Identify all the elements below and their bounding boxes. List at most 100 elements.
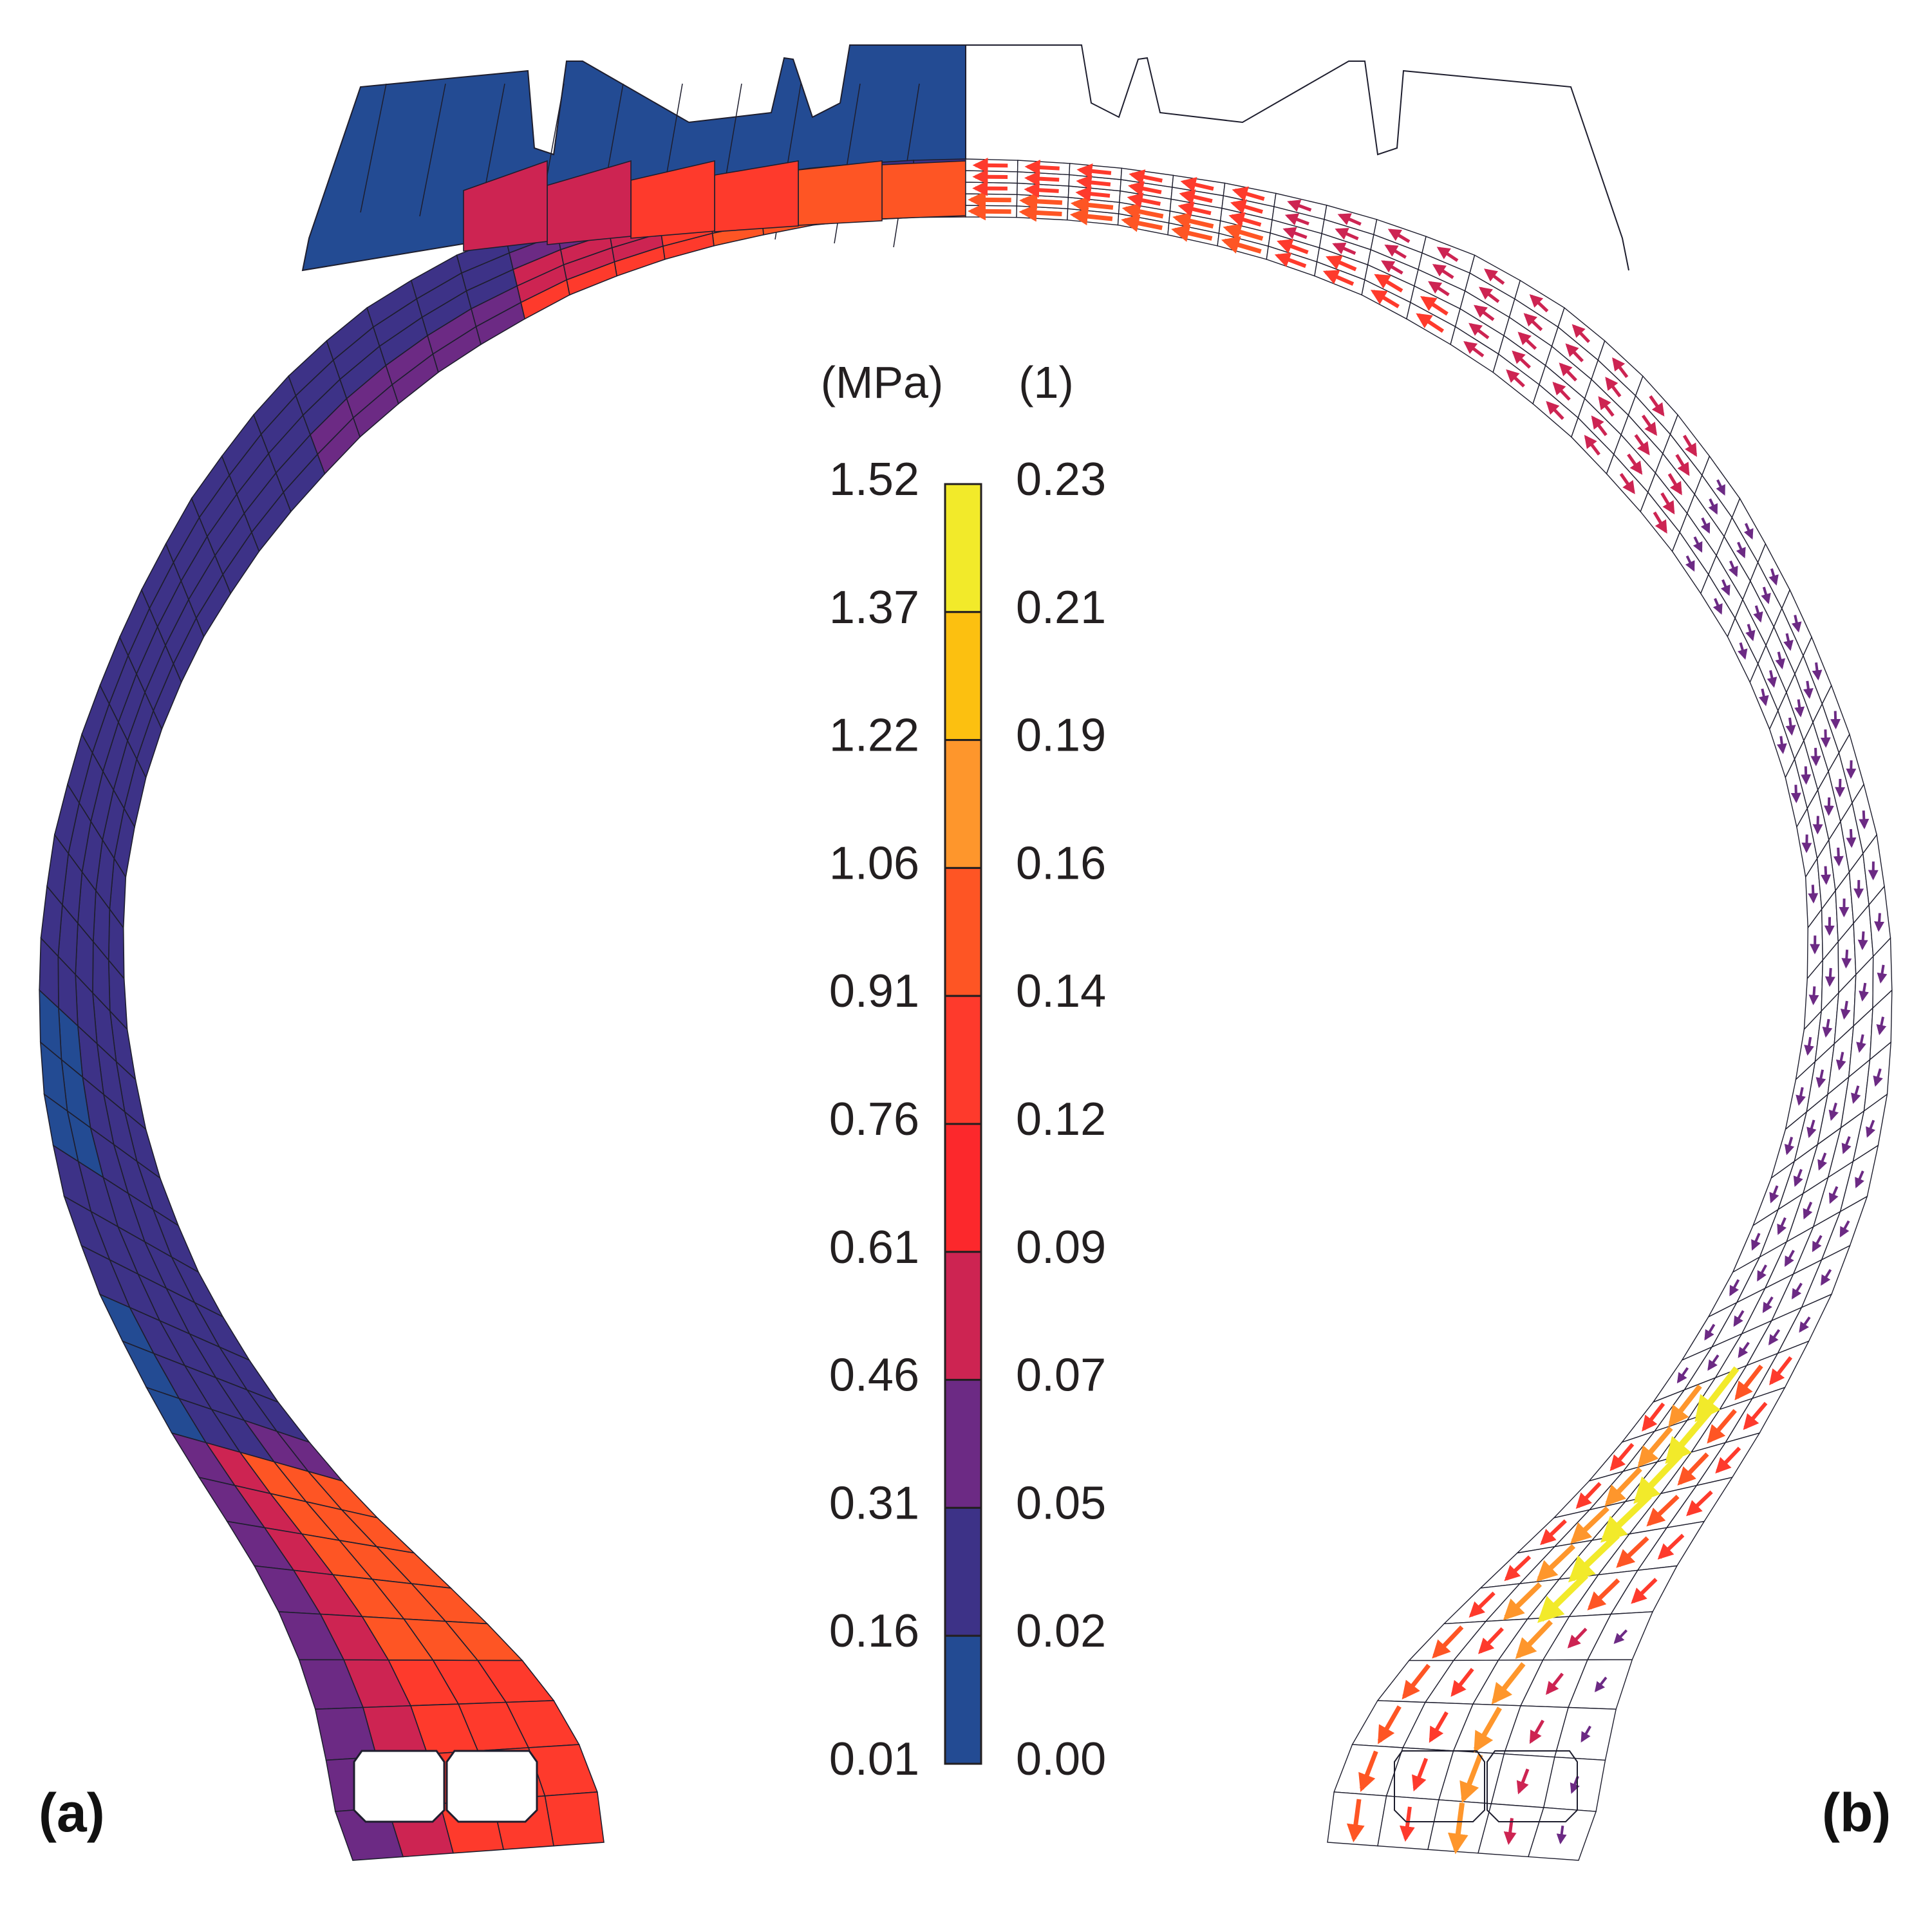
vector-arrow bbox=[1642, 1402, 1665, 1432]
colorbar: 1.52 0.23 1.37 0.21 1.22 0.19 1.06 0.16 0.91 0.14… bbox=[829, 454, 1106, 1785]
vector-arrow bbox=[1676, 1367, 1689, 1384]
vector-arrow bbox=[1447, 1802, 1468, 1855]
vector-arrow bbox=[1729, 1279, 1740, 1296]
vector-arrow bbox=[1675, 454, 1690, 476]
vector-arrow bbox=[1801, 834, 1812, 854]
vector-arrow bbox=[1121, 214, 1163, 232]
vector-arrow bbox=[1337, 213, 1362, 226]
vector-arrow bbox=[1769, 1185, 1779, 1204]
vector-arrow bbox=[1567, 1627, 1588, 1649]
vector-arrow bbox=[1762, 1296, 1774, 1313]
colorbar-band bbox=[944, 1379, 982, 1509]
vector-arrow bbox=[1841, 949, 1852, 969]
vector-arrow bbox=[1559, 362, 1577, 382]
vector-arrow bbox=[1076, 174, 1111, 191]
vector-arrow bbox=[1708, 498, 1718, 515]
vector-arrow bbox=[1358, 1750, 1378, 1792]
vector-arrow bbox=[1707, 1354, 1720, 1371]
vector-arrow bbox=[1720, 579, 1730, 596]
vector-arrow bbox=[1420, 295, 1449, 316]
vector-arrow bbox=[1616, 1536, 1649, 1568]
vector-arrow bbox=[1491, 1662, 1526, 1705]
vector-arrow bbox=[1738, 1342, 1750, 1358]
vector-arrow bbox=[1506, 369, 1525, 388]
vector-arrow bbox=[1277, 239, 1309, 254]
vector-arrow bbox=[1634, 434, 1650, 456]
vector-arrow bbox=[1571, 324, 1591, 343]
colorbar-left-tick: 0.76 bbox=[829, 1094, 919, 1145]
vector-arrow bbox=[1649, 395, 1665, 416]
vector-arrow bbox=[1428, 281, 1450, 297]
crown-cell bbox=[714, 160, 799, 232]
colorbar-band bbox=[944, 1123, 982, 1253]
vector-arrow bbox=[1221, 236, 1262, 254]
colorbar-left-tick: 0.01 bbox=[829, 1734, 919, 1785]
vector-arrow bbox=[1171, 224, 1213, 242]
vector-arrow bbox=[1335, 228, 1359, 241]
vector-arrow bbox=[1812, 662, 1823, 681]
panel-b-label: (b) bbox=[1822, 1782, 1891, 1843]
colorbar-band bbox=[944, 739, 982, 869]
vector-arrow bbox=[1459, 1753, 1483, 1804]
vector-arrow bbox=[1076, 163, 1112, 179]
vector-arrow bbox=[1232, 186, 1265, 201]
vector-arrow bbox=[1384, 244, 1407, 259]
vector-arrow bbox=[1734, 1364, 1763, 1401]
vector-arrow bbox=[1833, 847, 1844, 866]
vector-arrow bbox=[1793, 1168, 1803, 1187]
vector-arrow bbox=[1693, 536, 1703, 553]
vector-arrow bbox=[1815, 1069, 1826, 1089]
vector-arrow bbox=[1584, 435, 1600, 456]
vector-arrow bbox=[1874, 913, 1885, 932]
vector-arrow bbox=[1180, 177, 1214, 192]
vector-arrow bbox=[1598, 396, 1615, 417]
vector-arrow bbox=[1775, 651, 1786, 669]
vector-arrow bbox=[1529, 294, 1549, 313]
vector-arrow bbox=[1600, 1493, 1652, 1543]
vector-arrow bbox=[1377, 1705, 1402, 1744]
vector-arrow bbox=[1565, 343, 1584, 362]
vector-arrow bbox=[1024, 171, 1060, 187]
vector-arrow bbox=[1810, 747, 1821, 767]
vector-arrow bbox=[1784, 1136, 1795, 1155]
vector-arrow bbox=[1332, 242, 1356, 255]
vector-arrow bbox=[1284, 213, 1309, 226]
vector-arrow bbox=[1381, 260, 1403, 275]
vector-arrow bbox=[1024, 182, 1059, 198]
vector-arrow bbox=[1477, 1627, 1504, 1654]
vector-arrow bbox=[1172, 212, 1214, 230]
vector-arrow bbox=[1613, 1629, 1628, 1644]
vector-arrow bbox=[1877, 964, 1888, 984]
vector-arrow bbox=[1768, 568, 1779, 586]
vector-arrow bbox=[1546, 400, 1564, 420]
vector-arrow bbox=[1851, 1085, 1861, 1104]
vector-arrow bbox=[1835, 1051, 1846, 1071]
vector-arrow bbox=[1777, 1217, 1787, 1235]
colorbar-right-tick: 0.02 bbox=[1016, 1605, 1106, 1657]
vector-arrow bbox=[1474, 1706, 1502, 1753]
vector-arrow bbox=[1432, 1625, 1464, 1659]
vector-arrow bbox=[1821, 1269, 1832, 1286]
colorbar-right-tick: 0.23 bbox=[1016, 454, 1106, 505]
vector-arrow bbox=[1484, 268, 1505, 285]
vector-arrow bbox=[1817, 1152, 1828, 1171]
vector-arrow bbox=[1540, 1519, 1567, 1546]
vector-arrow bbox=[1757, 1264, 1767, 1282]
tread-mesh-line bbox=[419, 83, 446, 217]
panel-b-vector-plot bbox=[965, 44, 1893, 1861]
vector-arrow bbox=[1794, 699, 1805, 718]
vector-arrow bbox=[1274, 252, 1307, 268]
bead-wire-hole bbox=[353, 1750, 445, 1823]
colorbar-right-unit: (1) bbox=[1018, 357, 1074, 407]
vector-arrow bbox=[1791, 615, 1802, 633]
vector-arrow bbox=[1479, 286, 1500, 303]
colorbar-right-tick: 0.12 bbox=[1016, 1094, 1106, 1145]
vector-arrow bbox=[1604, 1467, 1642, 1507]
vector-arrow bbox=[1694, 1366, 1740, 1423]
vector-arrow bbox=[1866, 1119, 1876, 1138]
vector-arrow bbox=[1660, 492, 1675, 515]
colorbar-right-tick: 0.05 bbox=[1016, 1477, 1106, 1529]
vector-arrow bbox=[1529, 1719, 1544, 1744]
vector-arrow bbox=[1370, 290, 1400, 308]
vector-arrow bbox=[1841, 1136, 1852, 1154]
